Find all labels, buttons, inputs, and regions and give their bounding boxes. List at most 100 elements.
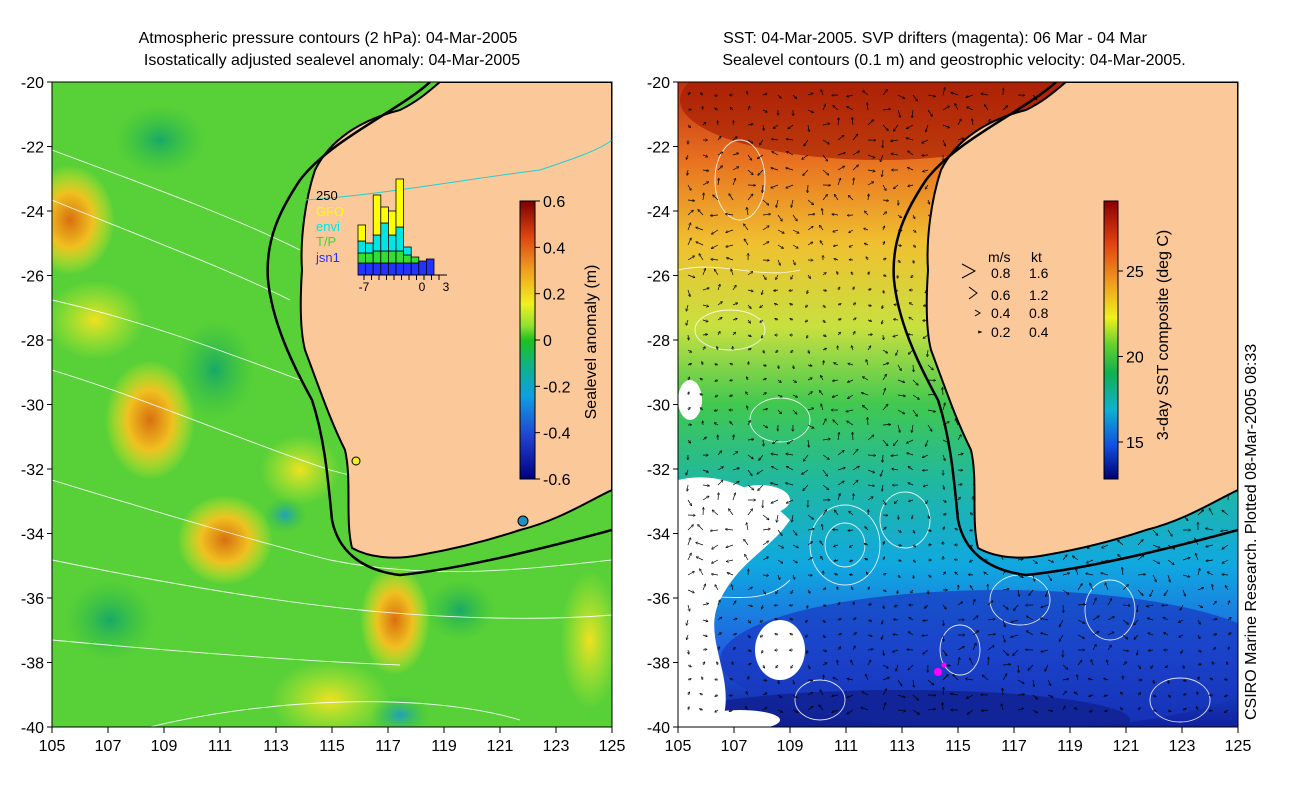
velocity-arrow <box>700 379 704 380</box>
velocity-arrow <box>775 319 779 320</box>
velocity-arrow <box>747 349 751 350</box>
velocity-arrow <box>786 184 794 188</box>
velocity-arrow <box>777 544 783 548</box>
anomaly-blob <box>370 695 430 727</box>
velocity-arrow <box>863 405 869 411</box>
velocity-arrow <box>1046 589 1049 596</box>
velocity-arrow <box>686 154 688 159</box>
velocity-arrow <box>837 153 845 156</box>
velocity-arrow <box>732 167 738 171</box>
velocity-arrow <box>778 574 780 579</box>
velocity-arrow <box>729 509 734 516</box>
velocity-arrow <box>847 107 854 111</box>
y-tick-label: -38 <box>647 656 670 673</box>
velocity-arrow <box>1167 559 1174 564</box>
velocity-arrow <box>867 635 872 636</box>
velocity-arrow <box>882 363 888 366</box>
right-map-area <box>678 82 1238 727</box>
velocity-arrow <box>834 195 839 201</box>
velocity-arrow <box>806 320 809 322</box>
velocity-arrow <box>1163 618 1169 621</box>
velocity-arrow <box>1208 572 1214 576</box>
colorbar-tick-label: -0.2 <box>543 379 571 396</box>
velocity-arrow <box>792 559 797 563</box>
velocity-arrow <box>732 332 735 336</box>
velocity-arrow <box>729 194 734 201</box>
velocity-arrow <box>897 274 898 278</box>
velocity-arrow <box>821 404 824 411</box>
velocity-arrow <box>715 270 719 276</box>
velocity-arrow <box>748 634 750 638</box>
velocity-arrow <box>747 290 753 291</box>
velocity-arrow <box>733 435 734 441</box>
inset-legend-tp: T/P <box>316 234 336 249</box>
velocity-arrow <box>777 259 780 265</box>
velocity-arrow <box>775 619 779 620</box>
velocity-arrow <box>762 214 770 215</box>
x-tick-label: 119 <box>431 738 457 755</box>
y-tick-label: -34 <box>21 527 44 544</box>
velocity-arrow <box>847 679 854 680</box>
velocity-arrow <box>792 94 796 98</box>
velocity-arrow <box>717 166 722 171</box>
velocity-arrow <box>787 466 794 471</box>
velocity-arrow <box>1198 634 1200 638</box>
velocity-arrow <box>822 104 825 111</box>
colorbar-tick-label: 0.2 <box>543 287 565 304</box>
velocity-arrow <box>897 245 901 246</box>
velocity-arrow <box>1018 589 1019 596</box>
x-tick-label: 113 <box>889 738 915 755</box>
velocity-arrow <box>1122 605 1130 606</box>
velocity-arrow <box>897 214 901 218</box>
velocity-arrow <box>897 424 900 432</box>
velocity-arrow <box>715 395 719 397</box>
velocity-arrow <box>775 634 779 635</box>
velocity-arrow <box>758 484 764 490</box>
velocity-arrow <box>912 424 913 432</box>
velocity-arrow <box>762 365 766 366</box>
y-tick-label: -20 <box>647 75 670 92</box>
australia-land <box>925 82 1238 559</box>
inset-bar-segment <box>387 250 397 264</box>
velocity-arrow <box>702 677 703 681</box>
velocity-arrow <box>791 664 794 668</box>
velocity-arrow <box>925 439 929 446</box>
velocity-arrow <box>807 378 812 381</box>
velocity-arrow <box>822 335 826 336</box>
velocity-arrow <box>1062 573 1069 576</box>
y-tick-label: -26 <box>647 269 670 286</box>
velocity-arrow <box>762 514 769 520</box>
x-tick-label: 121 <box>487 738 514 755</box>
velocity-arrow <box>777 244 783 248</box>
velocity-arrow <box>806 305 809 307</box>
velocity-arrow <box>957 602 962 606</box>
velocity-arrow <box>837 660 838 666</box>
velocity-arrow <box>847 94 854 97</box>
velocity-arrow <box>1032 559 1037 563</box>
inset-bar-segment <box>357 240 366 254</box>
velocity-arrow <box>926 499 929 503</box>
velocity-arrow <box>865 211 869 216</box>
velocity-arrow <box>791 349 793 352</box>
velocity-arrow <box>927 109 932 116</box>
velocity-arrow <box>942 499 946 502</box>
colorbar-tick-label: -0.6 <box>543 472 571 489</box>
velocity-arrow <box>957 497 960 501</box>
velocity-arrow <box>867 320 871 321</box>
velocity-arrow <box>852 303 855 305</box>
velocity-arrow <box>1197 619 1200 624</box>
velocity-arrow <box>970 658 974 666</box>
left-panel: Atmospheric pressure contours (2 hPa): 0… <box>21 30 626 755</box>
velocity-arrow <box>882 574 886 575</box>
velocity-arrow <box>850 544 854 547</box>
velocity-arrow <box>913 574 914 578</box>
velocity-arrow <box>1179 619 1184 622</box>
velocity-arrow <box>772 467 779 471</box>
velocity-arrow <box>837 647 841 651</box>
velocity-arrow <box>776 199 779 207</box>
x-tick-label: 125 <box>599 738 626 755</box>
velocity-arrow <box>971 513 974 515</box>
velocity-arrow <box>912 109 913 117</box>
velocity-arrow <box>894 124 899 131</box>
velocity-arrow <box>981 94 989 95</box>
